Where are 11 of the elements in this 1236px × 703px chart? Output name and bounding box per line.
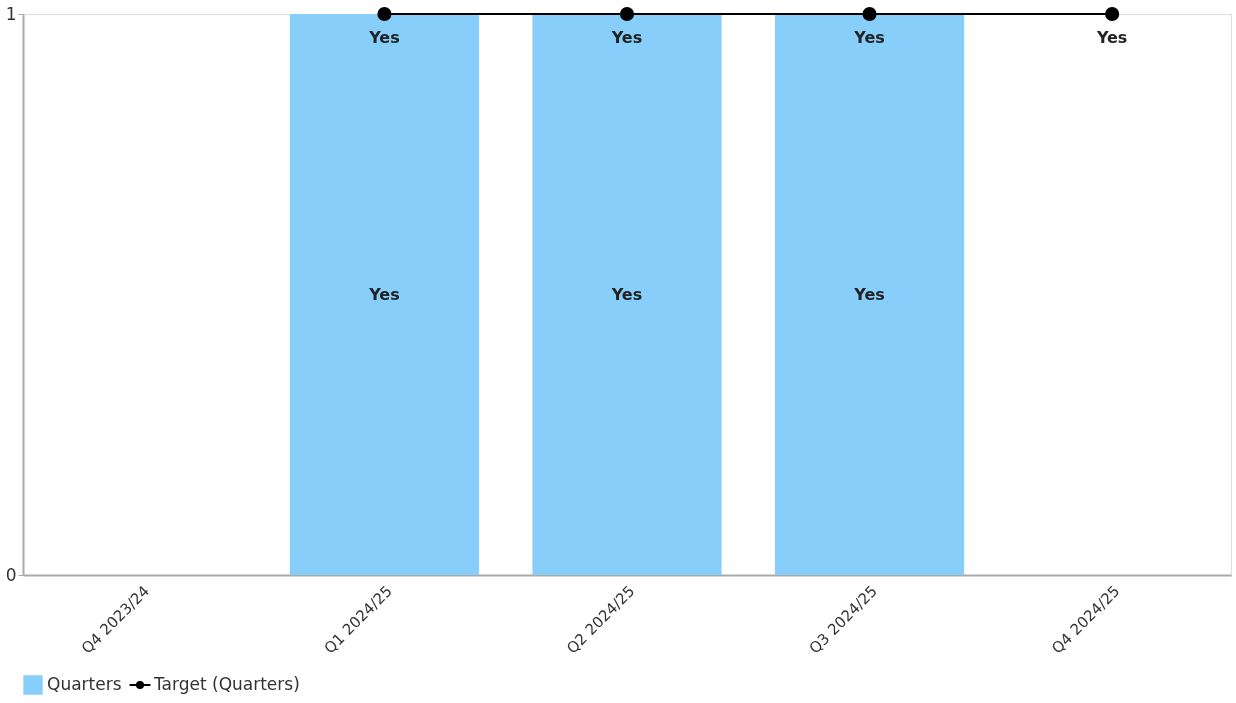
data-label: Yes	[368, 284, 400, 304]
y-tick-label: 0	[5, 564, 17, 585]
data-label: Yes	[853, 28, 885, 47]
legend-label: Quarters	[47, 674, 122, 694]
data-label: Yes	[610, 284, 643, 304]
y-tick-label: 1	[5, 3, 17, 24]
legend-label: Target (Quarters)	[153, 674, 300, 694]
data-label: Yes	[1095, 28, 1128, 47]
data-label: Yes	[368, 28, 400, 47]
data-label: Yes	[610, 28, 643, 47]
data-label: Yes	[853, 284, 885, 304]
